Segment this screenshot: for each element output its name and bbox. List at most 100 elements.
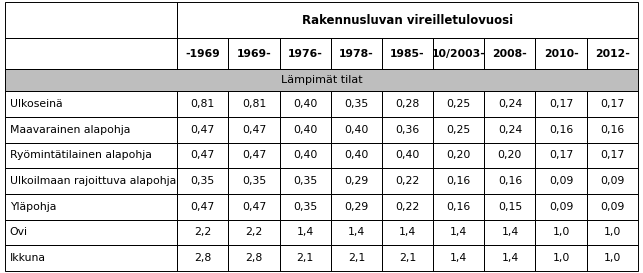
Bar: [228, 117, 280, 143]
Bar: [331, 194, 382, 219]
Text: 0,29: 0,29: [344, 176, 368, 186]
Bar: [484, 143, 536, 168]
Text: 0,47: 0,47: [191, 202, 215, 212]
Bar: [228, 168, 280, 194]
Text: 0,47: 0,47: [242, 202, 266, 212]
Bar: [484, 245, 536, 271]
Text: Ulkoilmaan rajoittuva alapohja: Ulkoilmaan rajoittuva alapohja: [10, 176, 176, 186]
Bar: [280, 91, 331, 117]
Text: 0,16: 0,16: [447, 176, 471, 186]
Bar: [331, 245, 382, 271]
Bar: [536, 219, 586, 245]
Bar: [331, 38, 382, 69]
Bar: [382, 219, 433, 245]
Text: 0,16: 0,16: [549, 125, 573, 135]
Text: Ryömintätilainen alapohja: Ryömintätilainen alapohja: [10, 150, 152, 161]
Text: 0,40: 0,40: [293, 125, 318, 135]
Bar: [228, 38, 280, 69]
Text: Yläpohja: Yläpohja: [10, 202, 56, 212]
Bar: [5, 194, 177, 219]
Text: 1969-: 1969-: [237, 49, 271, 59]
Text: 1976-: 1976-: [288, 49, 323, 59]
Bar: [484, 91, 536, 117]
Bar: [5, 219, 177, 245]
Text: 2012-: 2012-: [595, 49, 629, 59]
Bar: [433, 168, 484, 194]
Text: 1,0: 1,0: [552, 253, 570, 263]
Bar: [484, 143, 536, 168]
Bar: [280, 219, 331, 245]
Text: 0,47: 0,47: [242, 125, 266, 135]
Bar: [5, 2, 177, 38]
Bar: [536, 91, 586, 117]
Bar: [177, 91, 228, 117]
Bar: [382, 117, 433, 143]
Bar: [586, 91, 638, 117]
Bar: [382, 219, 433, 245]
Bar: [484, 168, 536, 194]
Text: 1985-: 1985-: [390, 49, 425, 59]
Text: 1,4: 1,4: [502, 227, 518, 237]
Bar: [5, 168, 177, 194]
Text: 0,17: 0,17: [549, 150, 573, 161]
Bar: [433, 168, 484, 194]
Bar: [433, 219, 484, 245]
Bar: [5, 38, 177, 69]
Bar: [433, 245, 484, 271]
Bar: [536, 117, 586, 143]
Text: 0,81: 0,81: [242, 99, 266, 109]
Text: 0,35: 0,35: [191, 176, 215, 186]
Text: 0,22: 0,22: [395, 176, 420, 186]
Bar: [5, 91, 177, 117]
Bar: [586, 168, 638, 194]
Text: 0,47: 0,47: [242, 150, 266, 161]
Text: 10/2003-: 10/2003-: [432, 49, 485, 59]
Text: 0,40: 0,40: [395, 150, 420, 161]
Bar: [331, 117, 382, 143]
Bar: [382, 91, 433, 117]
Bar: [382, 194, 433, 219]
Text: 0,24: 0,24: [498, 125, 522, 135]
Text: 0,25: 0,25: [447, 99, 471, 109]
Bar: [331, 91, 382, 117]
Text: 0,20: 0,20: [498, 150, 522, 161]
Bar: [177, 2, 638, 38]
Text: Maavarainen alapohja: Maavarainen alapohja: [10, 125, 130, 135]
Text: 0,25: 0,25: [447, 125, 471, 135]
Bar: [536, 143, 586, 168]
Bar: [382, 194, 433, 219]
Bar: [536, 91, 586, 117]
Text: 0,22: 0,22: [395, 202, 420, 212]
Bar: [586, 245, 638, 271]
Bar: [536, 245, 586, 271]
Bar: [280, 245, 331, 271]
Bar: [433, 219, 484, 245]
Bar: [177, 168, 228, 194]
Bar: [586, 219, 638, 245]
Bar: [382, 245, 433, 271]
Bar: [5, 219, 177, 245]
Bar: [228, 91, 280, 117]
Text: 0,17: 0,17: [549, 99, 573, 109]
Bar: [484, 194, 536, 219]
Text: 0,35: 0,35: [293, 176, 317, 186]
Bar: [433, 117, 484, 143]
Bar: [433, 38, 484, 69]
Bar: [433, 194, 484, 219]
Bar: [5, 69, 638, 91]
Bar: [586, 168, 638, 194]
Text: 0,36: 0,36: [395, 125, 420, 135]
Bar: [228, 245, 280, 271]
Text: 2,8: 2,8: [246, 253, 262, 263]
Bar: [433, 91, 484, 117]
Bar: [433, 38, 484, 69]
Bar: [280, 168, 331, 194]
Text: -1969: -1969: [185, 49, 220, 59]
Bar: [280, 143, 331, 168]
Text: Lämpimät tilat: Lämpimät tilat: [281, 75, 362, 85]
Bar: [586, 38, 638, 69]
Bar: [382, 143, 433, 168]
Text: 1,4: 1,4: [348, 227, 365, 237]
Text: 0,09: 0,09: [600, 202, 624, 212]
Bar: [5, 168, 177, 194]
